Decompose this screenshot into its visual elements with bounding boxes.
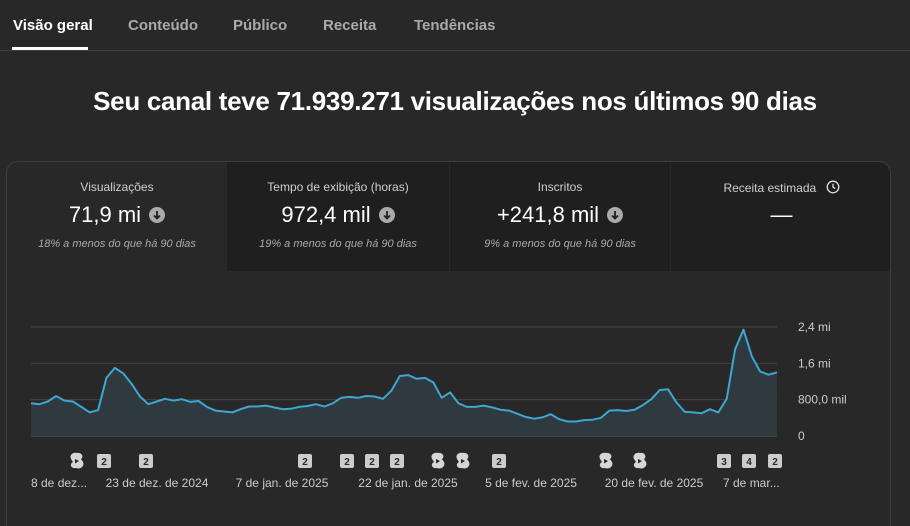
- series-area: [31, 329, 777, 436]
- x-tick-label: 7 de mar...: [723, 476, 780, 490]
- tab-audience[interactable]: Público: [233, 17, 288, 34]
- tab-overview[interactable]: Visão geral: [13, 17, 93, 34]
- metric-subscribers[interactable]: Inscritos +241,8 mil 9% a menos do que h…: [450, 162, 670, 271]
- svg-text:2: 2: [101, 457, 107, 468]
- active-tab-indicator: [12, 47, 88, 50]
- metric-label: Visualizações: [80, 180, 154, 194]
- svg-text:4: 4: [746, 457, 752, 468]
- y-tick-label: 1,6 mi: [798, 356, 831, 370]
- metric-watch-time[interactable]: Tempo de exibição (horas) 972,4 mil 19% …: [227, 162, 449, 271]
- x-tick-label: 22 de jan. de 2025: [358, 476, 458, 490]
- video-count-marker[interactable]: 2: [492, 454, 506, 468]
- metric-value: —: [770, 202, 793, 227]
- metric-label: Tempo de exibição (horas): [267, 180, 409, 194]
- svg-text:2: 2: [394, 457, 400, 468]
- svg-text:2: 2: [369, 457, 375, 468]
- metric-value: 972,4 mil: [281, 202, 371, 227]
- metric-views[interactable]: Visualizações 71,9 mi 18% a menos do que…: [7, 162, 227, 271]
- video-count-marker[interactable]: 2: [340, 454, 354, 468]
- video-count-marker[interactable]: 2: [139, 454, 153, 468]
- y-tick-label: 0: [798, 429, 805, 443]
- arrow-down-circle-icon: [607, 207, 624, 223]
- metric-comparison: 19% a menos do que há 90 dias: [259, 238, 417, 250]
- video-count-marker[interactable]: 4: [742, 454, 756, 468]
- svg-text:2: 2: [496, 457, 502, 468]
- metric-value: +241,8 mil: [496, 202, 600, 227]
- shorts-marker-icon[interactable]: [456, 452, 470, 469]
- views-chart-svg: 0 800,0 mil 1,6 mi 2,4 mi 2 2 2 2 2 2 2 3 4 2 8 de dez…: [30, 320, 847, 490]
- metric-value-row: —: [671, 202, 890, 228]
- metric-tabs: Visualizações 71,9 mi 18% a menos do que…: [7, 162, 890, 271]
- arrow-down-circle-icon: [149, 207, 166, 223]
- x-tick-label: 5 de fev. de 2025: [485, 476, 577, 490]
- x-tick-label: 8 de dez...: [31, 476, 87, 490]
- metric-estimated-revenue[interactable]: Receita estimada —: [671, 162, 890, 271]
- metric-label: Inscritos: [537, 180, 583, 194]
- svg-text:2: 2: [143, 457, 149, 468]
- svg-text:2: 2: [772, 457, 778, 468]
- video-count-marker[interactable]: 2: [365, 454, 379, 468]
- tab-trends[interactable]: Tendências: [414, 17, 496, 34]
- tab-revenue[interactable]: Receita: [323, 17, 377, 34]
- video-count-marker[interactable]: 2: [97, 454, 111, 468]
- svg-text:3: 3: [721, 457, 727, 468]
- video-count-marker[interactable]: 2: [390, 454, 404, 468]
- metric-value-row: 71,9 mi: [7, 202, 227, 228]
- tab-content[interactable]: Conteúdo: [128, 17, 198, 34]
- x-tick-label: 23 de dez. de 2024: [106, 476, 209, 490]
- metric-label: Receita estimada: [723, 181, 817, 195]
- y-tick-label: 2,4 mi: [798, 320, 831, 334]
- shorts-marker-icon[interactable]: [633, 452, 647, 469]
- y-tick-label: 800,0 mil: [798, 393, 847, 407]
- metric-value-row: +241,8 mil: [450, 202, 670, 228]
- video-count-marker[interactable]: 3: [717, 454, 731, 468]
- clock-icon[interactable]: [826, 180, 840, 194]
- tab-bar: Visão geral Conteúdo Público Receita Ten…: [0, 0, 910, 51]
- views-chart: 0 800,0 mil 1,6 mi 2,4 mi 2 2 2 2 2 2 2 3 4 2 8 de dez…: [7, 271, 890, 526]
- analytics-card: Visualizações 71,9 mi 18% a menos do que…: [6, 161, 891, 526]
- metric-label-row: Receita estimada: [671, 180, 890, 195]
- shorts-marker-icon[interactable]: [431, 452, 445, 469]
- metric-comparison: 9% a menos do que há 90 dias: [484, 238, 636, 250]
- metric-value: 71,9 mi: [68, 202, 142, 227]
- shorts-marker-icon[interactable]: [599, 452, 613, 469]
- svg-text:2: 2: [302, 457, 308, 468]
- series-line[interactable]: [30, 328, 778, 423]
- video-count-marker[interactable]: 2: [768, 454, 782, 468]
- shorts-marker-icon[interactable]: [70, 452, 84, 469]
- x-tick-label: 20 de fev. de 2025: [605, 476, 704, 490]
- svg-text:2: 2: [344, 457, 350, 468]
- x-tick-label: 7 de jan. de 2025: [236, 476, 329, 490]
- metric-comparison: 18% a menos do que há 90 dias: [38, 238, 196, 250]
- metric-value-row: 972,4 mil: [227, 202, 449, 228]
- video-count-marker[interactable]: 2: [298, 454, 312, 468]
- arrow-down-circle-icon: [378, 207, 395, 223]
- page-headline: Seu canal teve 71.939.271 visualizações …: [93, 86, 817, 116]
